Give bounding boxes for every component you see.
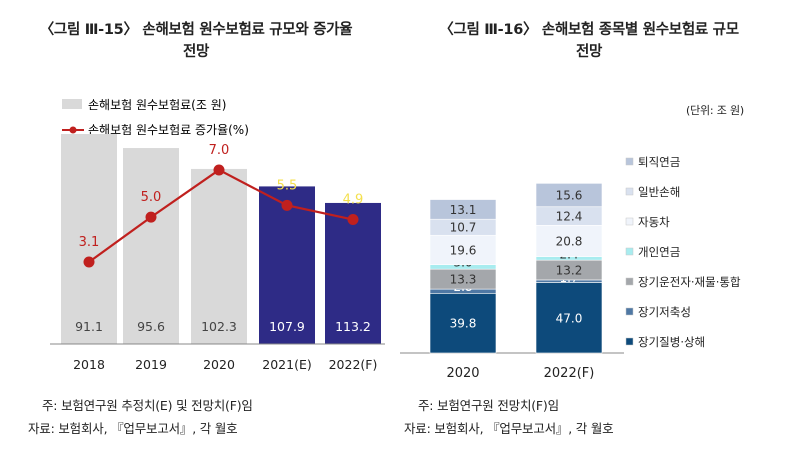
bar-premium <box>259 186 315 344</box>
segment-value-label: 15.6 <box>556 189 583 203</box>
legend-swatch <box>625 187 634 196</box>
left-note: 주: 보험연구원 추정치(E) 및 전망치(F)임 <box>42 398 253 413</box>
stacked-segment <box>535 225 603 257</box>
legend-swatch <box>625 307 634 316</box>
right-title-line1: 〈그림 Ⅲ-16〉 손해보험 종목별 원수보험료 규모 <box>439 22 739 38</box>
legend-label: 개인연금 <box>638 245 680 259</box>
legend-swatch-premium <box>62 99 82 109</box>
left-chart-title: 〈그림 Ⅲ-15〉 손해보험 원수보험료 규모와 증가율 전망 <box>0 19 392 63</box>
legend-swatch <box>625 337 634 346</box>
growth-value-label: 3.1 <box>79 235 100 250</box>
segment-value-label: 39.8 <box>450 317 477 331</box>
legend-label: 퇴직연금 <box>638 155 680 169</box>
x-tick-label: 2022(F) <box>329 357 378 372</box>
growth-value-label: 4.9 <box>343 193 364 208</box>
stacked-segment <box>429 292 497 354</box>
legend-swatch <box>625 247 634 256</box>
legend-label: 장기운전자·재물·통합 <box>638 275 741 289</box>
legend-label: 자동차 <box>638 215 670 229</box>
stacked-segment <box>535 183 603 208</box>
right-chart: 39.82.813.33.019.610.713.1202047.01.713.… <box>400 155 741 380</box>
legend-label-growth: 손해보험 원수보험료 증가율(%) <box>88 123 249 137</box>
bar-value-label: 91.1 <box>75 319 103 334</box>
growth-point <box>347 214 359 226</box>
segment-value-label: 47.0 <box>556 311 583 325</box>
legend-swatch <box>625 217 634 226</box>
segment-value-label: 13.3 <box>450 273 477 287</box>
bar-premium <box>325 202 381 344</box>
right-source: 자료: 보험회사, 『업무보고서』, 각 월호 <box>404 421 614 436</box>
segment-value-label: 13.1 <box>450 203 477 217</box>
left-title-line2: 전망 <box>182 44 210 60</box>
growth-point <box>213 164 225 176</box>
stacked-segment <box>429 199 497 220</box>
growth-point <box>281 199 293 211</box>
left-title-line1: 〈그림 Ⅲ-15〉 손해보험 원수보험료 규모와 증가율 <box>39 22 353 38</box>
legend-label: 장기저축성 <box>638 305 691 319</box>
left-chart: 손해보험 원수보험료(조 원) 손해보험 원수보험료 증가율(%) 91.1 2018… <box>50 98 385 372</box>
left-source: 자료: 보험회사, 『업무보고서』, 각 월호 <box>28 421 238 436</box>
x-tick-label: 2021(E) <box>262 357 311 372</box>
stacked-segment <box>429 234 497 265</box>
x-tick-label: 2020 <box>203 357 235 372</box>
legend-label: 일반손해 <box>638 185 680 199</box>
x-tick-label: 2020 <box>446 366 479 380</box>
bar-premium <box>191 168 247 344</box>
bar-value-label: 95.6 <box>137 319 165 334</box>
right-title-line2: 전망 <box>575 44 603 60</box>
x-tick-label: 2022(F) <box>544 366 595 380</box>
stacked-segment <box>535 282 603 354</box>
segment-value-label: 12.4 <box>556 210 583 224</box>
growth-value-label: 7.0 <box>209 143 230 158</box>
growth-point <box>83 256 95 268</box>
growth-value-label: 5.5 <box>277 178 298 193</box>
growth-point <box>145 211 157 223</box>
segment-value-label: 13.2 <box>556 264 583 278</box>
unit-label: (단위: 조 원) <box>686 104 744 117</box>
x-tick-label: 2018 <box>73 357 105 372</box>
right-note: 주: 보험연구원 전망치(F)임 <box>418 398 559 413</box>
right-chart-title: 〈그림 Ⅲ-16〉 손해보험 종목별 원수보험료 규모 전망 <box>392 19 786 63</box>
legend-label: 장기질병·상해 <box>638 335 705 349</box>
legend-label-premium: 손해보험 원수보험료(조 원) <box>88 98 226 112</box>
bar-value-label: 102.3 <box>201 319 237 334</box>
growth-value-label: 5.0 <box>141 190 162 205</box>
legend-marker-growth <box>69 126 77 134</box>
segment-value-label: 10.7 <box>450 221 477 235</box>
legend-swatch <box>625 277 634 286</box>
x-tick-label: 2019 <box>135 357 167 372</box>
bar-premium <box>61 134 117 344</box>
bar-premium <box>123 148 179 344</box>
legend-swatch <box>625 157 634 166</box>
bar-value-label: 107.9 <box>269 319 305 334</box>
segment-value-label: 19.6 <box>450 243 477 257</box>
bar-value-label: 113.2 <box>335 319 371 334</box>
segment-value-label: 20.8 <box>556 234 583 248</box>
